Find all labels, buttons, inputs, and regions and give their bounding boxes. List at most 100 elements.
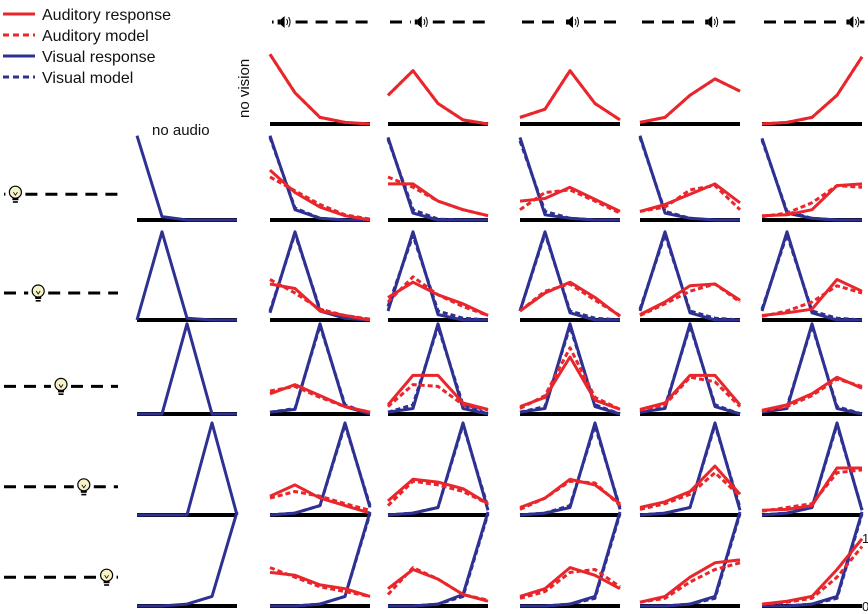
- auditory-model-line: [639, 184, 742, 213]
- auditory-response-line: [761, 375, 863, 412]
- visual-response-line: [761, 322, 863, 416]
- visual-response-line: [137, 322, 237, 416]
- auditory-response-line: [761, 278, 863, 317]
- panel-r5-c5: [761, 511, 864, 608]
- auditory-response-line: [269, 570, 371, 598]
- visual-response-line: [137, 421, 239, 517]
- panel-r3-c5: [761, 322, 863, 416]
- auditory-model-line: [386, 479, 489, 507]
- auditory-response-line: [268, 168, 371, 222]
- visual-response-line: [518, 136, 620, 222]
- panel-r2-c4: [638, 230, 741, 322]
- panel-r1-c3: [518, 136, 621, 222]
- panel-r5-c1: [269, 511, 372, 608]
- auditory-model-line: [269, 490, 371, 512]
- visual-response-line: [760, 230, 862, 322]
- legend: Auditory response Auditory model Visual re…: [3, 7, 171, 87]
- light-bulb-icon: [8, 185, 22, 203]
- no-vision-label: no vision: [236, 59, 253, 118]
- visual-response-line: [519, 322, 621, 416]
- visual-response-line: [519, 421, 622, 517]
- panel-r3-c1: [269, 322, 371, 416]
- auditory-model-line: [386, 566, 489, 602]
- visual-response-line: [270, 511, 372, 608]
- visual-response-line: [388, 511, 490, 608]
- panel-grid: [135, 53, 864, 608]
- visual-response-line: [135, 135, 237, 222]
- auditory-response-line: [519, 477, 621, 509]
- panel-r4-c0: [137, 421, 239, 517]
- visual-response-line: [135, 230, 237, 322]
- auditory-response-line: [761, 537, 864, 606]
- no-audio-label: no audio: [152, 122, 210, 139]
- panel-r5-c2: [386, 511, 490, 608]
- light-bulb-icon: [31, 284, 45, 302]
- visual-response-line: [638, 135, 740, 222]
- light-bulb-icon: [77, 478, 91, 496]
- stimulus-headers: [4, 16, 865, 586]
- auditory-response-line: [761, 466, 862, 512]
- auditory-response-line: [519, 280, 621, 318]
- panel-r4-c3: [519, 421, 622, 517]
- panel-r0-c2: [386, 69, 489, 126]
- visual-response-line: [386, 136, 488, 222]
- visual-model-line: [639, 423, 742, 517]
- panel-r3-c3: [519, 322, 621, 416]
- auditory-response-line: [761, 182, 863, 218]
- auditory-model-line: [519, 188, 621, 215]
- panel-r3-c0: [137, 322, 237, 416]
- legend-label-visual-dashed: Visual model: [42, 70, 133, 87]
- y-axis-top-label: 1: [862, 531, 868, 546]
- speaker-icon: [414, 16, 428, 28]
- light-bulb-icon: [99, 568, 114, 586]
- speaker-icon: [566, 16, 579, 28]
- visual-response-line: [269, 322, 371, 416]
- speaker-icon: [277, 16, 291, 28]
- panel-r1-c5: [760, 137, 863, 222]
- panel-r1-c2: [386, 136, 489, 222]
- visual-response-line: [137, 511, 239, 608]
- panel-r0-c5: [761, 55, 864, 126]
- panel-r0-c3: [519, 69, 621, 126]
- auditory-response-line: [519, 355, 621, 411]
- panel-r4-c5: [761, 421, 864, 517]
- auditory-response-line: [387, 280, 489, 317]
- panel-r2-c1: [268, 230, 371, 322]
- auditory-response-line: [269, 282, 371, 322]
- auditory-model-line: [268, 53, 371, 126]
- auditory-response-line: [387, 477, 489, 505]
- auditory-response-line: [639, 282, 741, 316]
- visual-response-line: [638, 230, 740, 322]
- panel-r3-c2: [386, 322, 489, 416]
- panel-r4-c1: [269, 421, 372, 517]
- auditory-model-line: [761, 184, 863, 219]
- visual-response-line: [387, 421, 490, 517]
- visual-response-line: [760, 137, 862, 222]
- panel-r1-c0: [135, 135, 237, 222]
- visual-model-line: [639, 324, 741, 416]
- visual-response-line: [387, 322, 489, 416]
- auditory-response-line: [639, 464, 742, 509]
- visual-response-line: [762, 511, 864, 608]
- panel-r5-c3: [519, 511, 622, 608]
- auditory-model-line: [639, 471, 742, 511]
- panel-r1-c1: [268, 135, 371, 222]
- auditory-model-line: [761, 55, 864, 126]
- auditory-response-line: [519, 69, 621, 122]
- visual-response-line: [639, 421, 742, 517]
- auditory-response-line: [761, 55, 864, 126]
- panel-r3-c4: [639, 322, 742, 416]
- panel-r4-c4: [639, 421, 742, 517]
- panel-r0-c1: [268, 53, 371, 126]
- panel-r5-c0: [137, 511, 239, 608]
- auditory-response-line: [269, 383, 371, 414]
- visual-response-line: [518, 230, 620, 322]
- auditory-response-line: [639, 77, 741, 124]
- speaker-icon: [846, 16, 860, 28]
- auditory-response-line: [639, 558, 741, 604]
- visual-response-line: [761, 421, 864, 517]
- panel-r2-c5: [760, 230, 863, 322]
- visual-response-line: [639, 322, 741, 416]
- speaker-icon: [705, 16, 719, 28]
